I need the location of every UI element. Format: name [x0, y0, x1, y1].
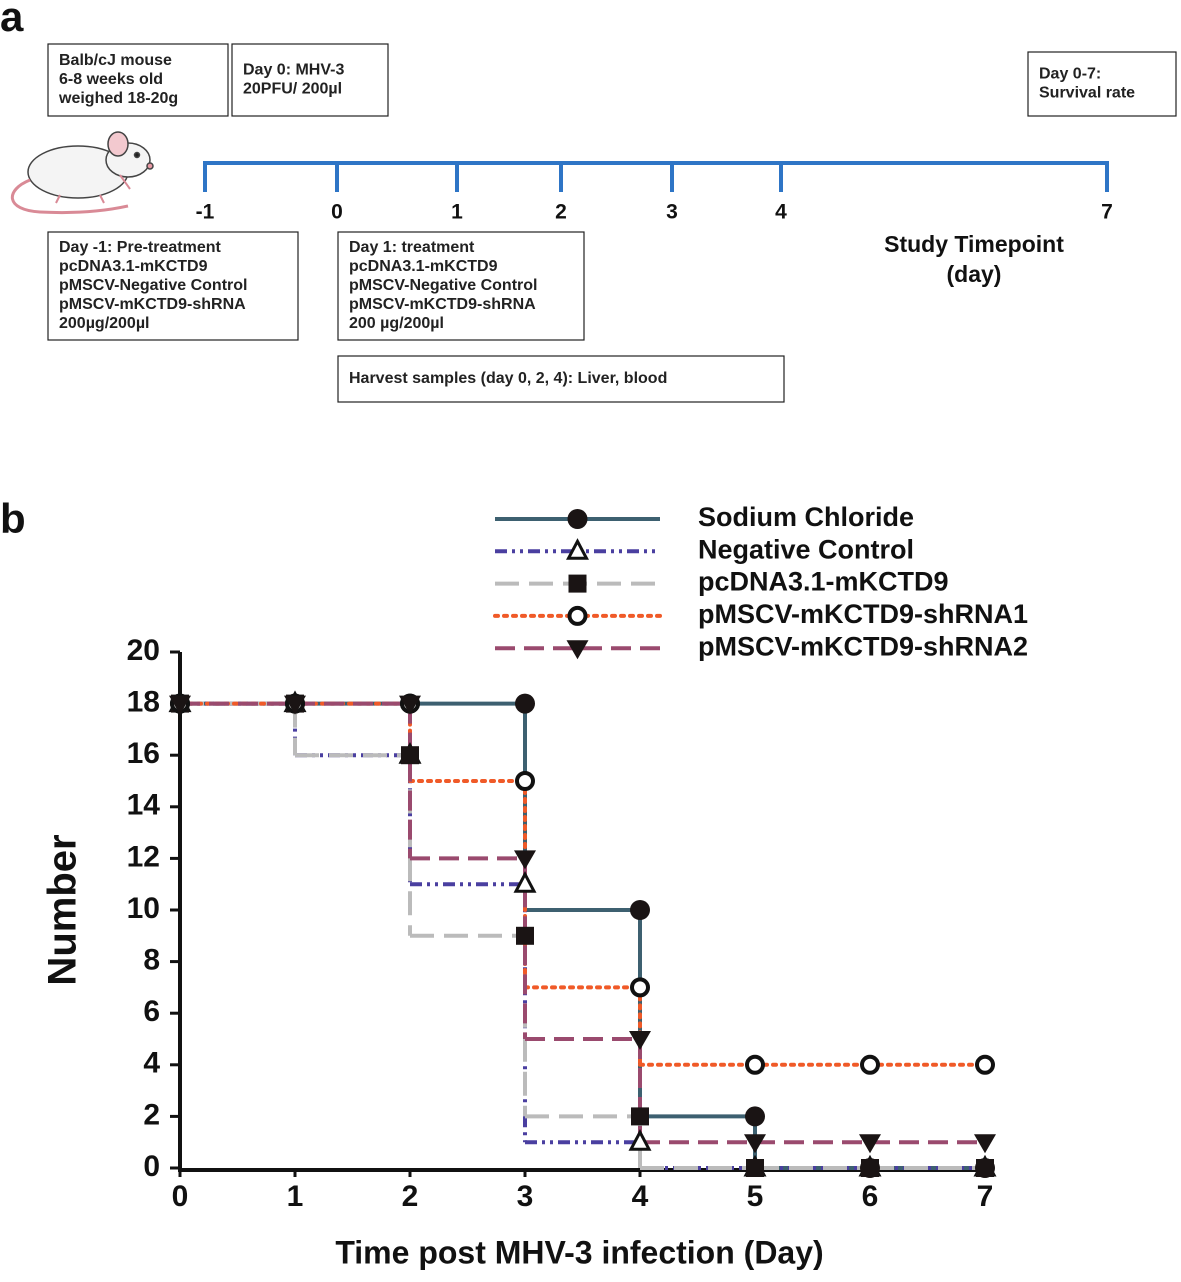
timeline-label: (day)	[947, 261, 1002, 287]
data-point	[861, 1159, 879, 1177]
y-tick-label: 10	[127, 892, 160, 925]
data-point	[513, 870, 537, 893]
data-point	[745, 1106, 765, 1127]
data-point	[974, 1134, 996, 1154]
box-text: Survival rate	[1039, 85, 1135, 102]
data-point	[630, 900, 650, 920]
data-point	[515, 693, 535, 714]
y-tick-label: 14	[127, 789, 161, 822]
timeline-tick-label: 0	[331, 201, 343, 224]
data-point	[284, 695, 306, 715]
protocol-box	[337, 231, 585, 341]
box-text: pMSCV-mKCTD9-shRNA	[349, 296, 536, 313]
legend-marker	[567, 509, 588, 529]
legend-label: Sodium Chloride	[698, 502, 914, 532]
legend-marker	[566, 538, 589, 560]
x-tick-label: 6	[862, 1180, 879, 1213]
box-text: Day 1: treatment	[349, 239, 475, 256]
box-text: Day 0-7:	[1039, 66, 1101, 83]
data-point	[399, 695, 421, 715]
protocol-box	[47, 43, 229, 117]
data-point	[516, 926, 534, 945]
legend-label: pMSCV-mKCTD9-shRNA2	[698, 631, 1028, 661]
box-text: 200µg/200µl	[59, 315, 150, 332]
y-tick-label: 12	[127, 840, 160, 873]
protocol-box	[337, 355, 785, 403]
protocol-box	[1027, 51, 1177, 117]
data-point	[976, 1159, 994, 1177]
data-point	[629, 1031, 651, 1050]
data-point	[630, 977, 650, 998]
x-tick-label: 1	[287, 1180, 304, 1213]
timeline-tick-label: 3	[666, 201, 678, 224]
data-point	[859, 1134, 881, 1154]
x-tick-label: 5	[747, 1180, 764, 1213]
legend-marker	[568, 574, 587, 593]
x-axis-label: Time post MHV-3 infection (Day)	[335, 1234, 823, 1270]
mouse-icon	[11, 131, 154, 215]
box-text: 20PFU/ 200µl	[243, 81, 342, 98]
timeline-tick-label: 1	[451, 201, 463, 224]
box-text: Harvest samples (day 0, 2, 4): Liver, bl…	[349, 370, 667, 387]
data-point	[515, 771, 535, 791]
timeline-tick-label: 7	[1101, 201, 1113, 224]
panel-label: b	[0, 495, 26, 542]
box-text: weighed 18-20g	[58, 90, 178, 107]
y-tick-label: 20	[127, 634, 160, 667]
y-tick-label: 8	[143, 944, 160, 977]
y-axis-label: Number	[41, 834, 85, 985]
y-tick-label: 6	[143, 995, 160, 1028]
x-tick-label: 3	[517, 1180, 534, 1213]
data-point	[628, 1128, 652, 1151]
x-tick-label: 4	[632, 1180, 649, 1213]
x-tick-label: 2	[402, 1180, 419, 1213]
timeline-label: Study Timepoint	[884, 231, 1064, 257]
y-tick-label: 0	[143, 1150, 160, 1183]
box-text: pMSCV-Negative Control	[59, 277, 247, 294]
box-text: pMSCV-mKCTD9-shRNA	[59, 296, 246, 313]
data-point	[514, 850, 536, 870]
data-point	[631, 1107, 649, 1126]
legend-label: pcDNA3.1-mKCTD9	[698, 567, 949, 597]
data-point	[401, 746, 419, 765]
protocol-box	[231, 43, 389, 117]
box-text: pcDNA3.1-mKCTD9	[59, 258, 208, 275]
legend-label: Negative Control	[698, 534, 914, 564]
data-point	[746, 1159, 764, 1177]
box-text: 200 µg/200µl	[349, 315, 444, 332]
box-text: Day -1: Pre-treatment	[59, 239, 222, 256]
y-tick-label: 2	[143, 1098, 160, 1131]
y-tick-label: 4	[143, 1047, 160, 1080]
legend-marker	[566, 640, 589, 660]
timeline-tick-label: -1	[196, 201, 215, 224]
y-tick-label: 18	[127, 686, 160, 719]
legend-label: pMSCV-mKCTD9-shRNA1	[698, 599, 1028, 629]
y-tick-label: 16	[127, 737, 160, 770]
data-point	[860, 1054, 880, 1075]
box-text: pMSCV-Negative Control	[349, 277, 537, 294]
box-text: Day 0: MHV-3	[243, 62, 344, 79]
legend-marker	[567, 605, 588, 626]
data-point	[744, 1134, 766, 1154]
box-text: Balb/cJ mouse	[59, 52, 172, 69]
timeline-panel: Balb/cJ mouse 6-8 weeks old weighed 18-20g…	[47, 43, 1177, 403]
timeline-tick-label: 4	[775, 201, 787, 224]
box-text: pcDNA3.1-mKCTD9	[349, 258, 498, 275]
box-text: 6-8 weeks old	[59, 71, 163, 88]
timeline-tick-label: 2	[555, 201, 567, 224]
data-point	[169, 695, 191, 715]
data-point	[745, 1054, 765, 1075]
panel-label: a	[0, 0, 24, 40]
data-point	[975, 1054, 995, 1075]
x-tick-label: 7	[977, 1180, 994, 1213]
x-tick-label: 0	[172, 1180, 189, 1213]
protocol-box	[47, 231, 299, 341]
